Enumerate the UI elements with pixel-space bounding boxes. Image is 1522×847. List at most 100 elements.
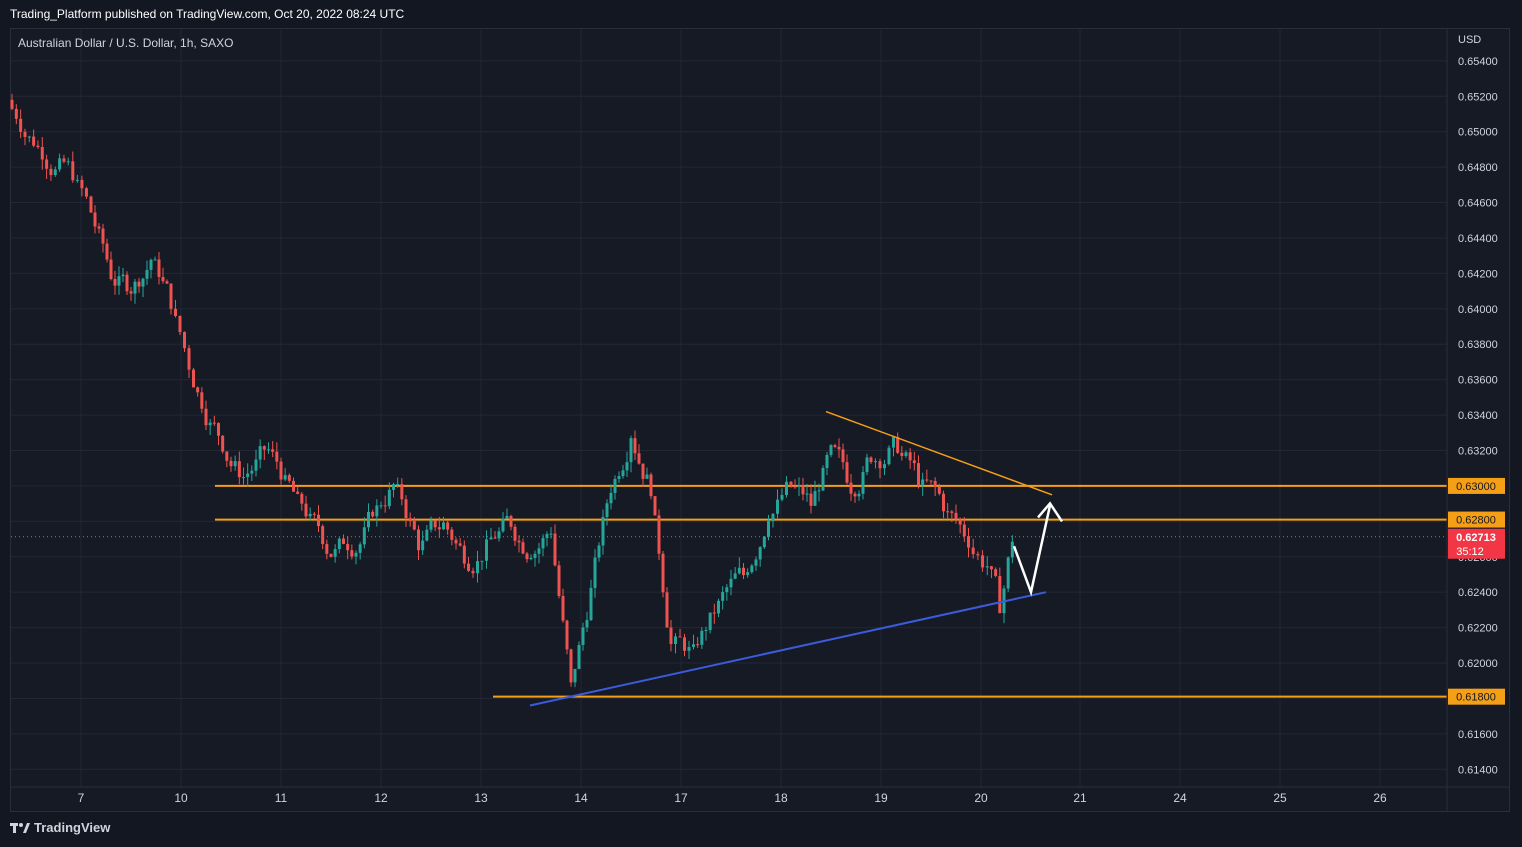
candle-body — [462, 545, 466, 564]
candle-body — [613, 478, 617, 493]
candle-body — [825, 454, 829, 469]
candle-body — [767, 521, 770, 537]
y-tick-label: 0.63200 — [1458, 446, 1498, 458]
level-badge — [1448, 477, 1505, 494]
candle-body — [577, 644, 581, 669]
candle-body — [204, 408, 208, 426]
candle-body — [637, 453, 641, 464]
y-tick-label: 0.61600 — [1458, 729, 1498, 741]
candle-body — [408, 518, 412, 522]
candle-body — [242, 477, 245, 479]
candle-body — [362, 527, 366, 545]
candle-body — [442, 522, 445, 530]
candle-body — [878, 461, 882, 469]
candle-body — [283, 475, 287, 480]
candle-body — [985, 566, 989, 568]
candle-body — [200, 392, 204, 409]
x-tick-label: 25 — [1273, 791, 1287, 805]
candle-body — [66, 161, 70, 163]
x-tick-label: 26 — [1373, 791, 1387, 805]
candle-body — [849, 482, 853, 494]
candle-body — [771, 513, 775, 522]
candle-body — [471, 570, 475, 574]
y-tick-label: 0.63800 — [1458, 339, 1498, 351]
candle-body — [237, 461, 241, 478]
candle-body — [601, 516, 605, 546]
candle-body — [545, 533, 549, 539]
candle-body — [742, 567, 745, 576]
candle-body — [308, 513, 312, 517]
y-tick-label: 0.64800 — [1458, 162, 1498, 174]
candle-body — [279, 461, 283, 480]
y-tick-label: 0.63600 — [1458, 375, 1498, 387]
footer — [0, 812, 1522, 847]
candle-body — [350, 550, 354, 557]
candle-body — [573, 668, 577, 683]
candle-body — [387, 489, 391, 507]
x-tick-label: 24 — [1173, 791, 1187, 805]
candle-body — [446, 522, 450, 530]
candle-body — [53, 169, 57, 176]
candle-body — [404, 499, 408, 519]
candle-body — [296, 491, 300, 494]
chart-pane[interactable] — [10, 28, 1510, 812]
candle-body — [683, 637, 686, 651]
candle-body — [585, 620, 589, 628]
candle-body — [19, 118, 23, 132]
candle-body — [549, 533, 553, 535]
candle-body — [258, 446, 262, 460]
candle-body — [809, 493, 813, 506]
candle-body — [287, 475, 291, 481]
level-badge-label: 0.61800 — [1456, 692, 1496, 704]
candle-body — [674, 636, 677, 644]
candle-body — [1006, 557, 1010, 589]
candle-body — [246, 473, 250, 478]
candle-body — [133, 281, 137, 294]
candle-body — [737, 567, 741, 574]
candle-body — [817, 490, 821, 492]
level-badge — [1448, 688, 1505, 705]
candle-body — [437, 527, 441, 530]
y-tick-label: 0.65000 — [1458, 127, 1498, 139]
brand[interactable]: TradingView — [10, 820, 110, 835]
candle-body — [129, 291, 133, 294]
candle-body — [49, 168, 53, 176]
candle-body — [869, 457, 873, 463]
candle-body — [569, 649, 573, 683]
candle-body — [789, 481, 793, 487]
candle-body — [80, 179, 84, 189]
candle-body — [342, 538, 345, 544]
candle-body — [40, 147, 44, 160]
y-tick-label: 0.63400 — [1458, 410, 1498, 422]
candle-body — [233, 461, 237, 467]
candle-body — [721, 592, 725, 601]
candle-body — [841, 449, 845, 463]
symbol-title[interactable]: Australian Dollar / U.S. Dollar, 1h, SAX… — [18, 36, 234, 50]
candle-body — [221, 435, 225, 452]
candle-body — [480, 560, 484, 562]
candle-body — [262, 446, 266, 450]
candle-body — [865, 457, 869, 473]
countdown-label: 35:12 — [1456, 546, 1484, 558]
candle-body — [45, 159, 49, 169]
candle-body — [267, 449, 270, 451]
horizontal-levels — [11, 484, 1447, 698]
candle-body — [785, 481, 788, 496]
candle-body — [845, 462, 849, 483]
candle-body — [561, 596, 565, 621]
candle-body — [27, 136, 31, 138]
candle-body — [89, 196, 93, 213]
candle-body — [509, 516, 513, 527]
y-tick-label: 0.62400 — [1458, 587, 1498, 599]
candle-body — [400, 484, 404, 500]
candle-body — [921, 479, 925, 486]
candle-body — [412, 521, 416, 530]
candle-body — [653, 496, 657, 516]
candle-body — [537, 548, 541, 554]
candle-body — [589, 587, 593, 621]
trendline-resistance — [825, 410, 1053, 496]
candle-body — [813, 491, 817, 506]
candle-body — [609, 492, 613, 504]
projection-path — [1012, 505, 1052, 597]
